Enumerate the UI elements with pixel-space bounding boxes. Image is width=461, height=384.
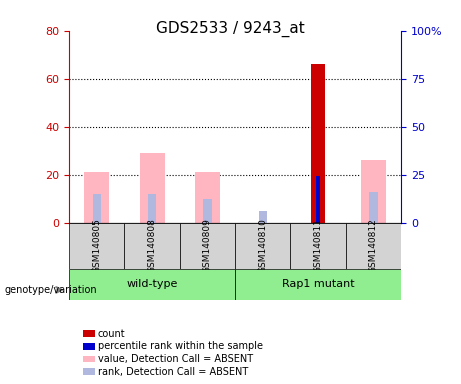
Text: percentile rank within the sample: percentile rank within the sample xyxy=(98,341,263,351)
FancyBboxPatch shape xyxy=(235,269,401,300)
FancyBboxPatch shape xyxy=(124,223,180,269)
Bar xyxy=(361,161,386,223)
Text: Rap1 mutant: Rap1 mutant xyxy=(282,279,355,289)
Bar xyxy=(259,211,267,223)
Text: count: count xyxy=(98,329,125,339)
Text: value, Detection Call = ABSENT: value, Detection Call = ABSENT xyxy=(98,354,253,364)
Text: GSM140812: GSM140812 xyxy=(369,218,378,273)
Text: GSM140811: GSM140811 xyxy=(313,218,323,273)
FancyBboxPatch shape xyxy=(69,269,235,300)
Bar xyxy=(195,172,220,223)
Text: GSM140808: GSM140808 xyxy=(148,218,157,273)
Bar xyxy=(316,176,320,223)
Bar xyxy=(314,176,322,223)
FancyBboxPatch shape xyxy=(180,223,235,269)
Bar xyxy=(148,194,156,223)
FancyBboxPatch shape xyxy=(69,223,124,269)
Bar xyxy=(140,153,165,223)
Text: wild-type: wild-type xyxy=(126,279,178,289)
Bar xyxy=(259,211,267,223)
Text: GSM140810: GSM140810 xyxy=(258,218,267,273)
Text: genotype/variation: genotype/variation xyxy=(5,285,97,295)
FancyBboxPatch shape xyxy=(235,223,290,269)
Text: GDS2533 / 9243_at: GDS2533 / 9243_at xyxy=(156,21,305,37)
Text: rank, Detection Call = ABSENT: rank, Detection Call = ABSENT xyxy=(98,367,248,377)
Bar xyxy=(369,192,378,223)
FancyBboxPatch shape xyxy=(346,223,401,269)
Bar xyxy=(311,64,325,223)
Bar xyxy=(93,194,101,223)
Bar xyxy=(203,199,212,223)
Text: GSM140809: GSM140809 xyxy=(203,218,212,273)
Bar xyxy=(84,172,109,223)
Text: GSM140805: GSM140805 xyxy=(92,218,101,273)
FancyBboxPatch shape xyxy=(290,223,346,269)
